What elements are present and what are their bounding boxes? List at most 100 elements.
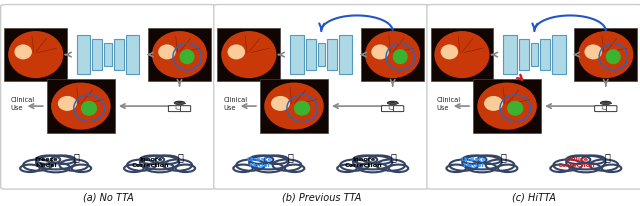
Text: 🙂: 🙂 xyxy=(500,153,506,163)
Text: Ignore
Correction: Ignore Correction xyxy=(345,157,383,168)
Ellipse shape xyxy=(155,156,179,164)
Ellipse shape xyxy=(8,31,63,78)
Ellipse shape xyxy=(358,163,387,172)
Ellipse shape xyxy=(449,159,478,171)
Ellipse shape xyxy=(393,49,408,64)
Ellipse shape xyxy=(236,159,265,171)
Ellipse shape xyxy=(81,101,97,116)
Ellipse shape xyxy=(23,159,52,171)
Text: Freeze
Model: Freeze Model xyxy=(35,157,58,168)
Ellipse shape xyxy=(127,159,156,171)
Text: 🙁: 🙁 xyxy=(74,153,80,163)
Wedge shape xyxy=(600,101,611,103)
Ellipse shape xyxy=(36,156,60,164)
Text: 🙂: 🙂 xyxy=(604,153,610,163)
Ellipse shape xyxy=(601,102,604,103)
Ellipse shape xyxy=(484,96,503,111)
Ellipse shape xyxy=(353,156,377,164)
Text: Update
Model: Update Model xyxy=(247,157,273,168)
Ellipse shape xyxy=(600,101,611,105)
Text: (b) Previous TTA: (b) Previous TTA xyxy=(282,193,361,203)
Ellipse shape xyxy=(607,102,611,103)
Ellipse shape xyxy=(36,156,76,169)
Ellipse shape xyxy=(72,165,91,172)
FancyBboxPatch shape xyxy=(327,39,337,70)
Ellipse shape xyxy=(140,156,164,164)
FancyBboxPatch shape xyxy=(381,106,404,112)
Ellipse shape xyxy=(145,163,174,172)
Ellipse shape xyxy=(249,156,273,164)
Ellipse shape xyxy=(462,156,502,169)
Ellipse shape xyxy=(337,165,357,172)
Text: Utilize
Correction: Utilize Correction xyxy=(558,157,596,168)
Ellipse shape xyxy=(572,163,600,172)
Ellipse shape xyxy=(228,44,245,59)
Ellipse shape xyxy=(388,102,391,103)
Ellipse shape xyxy=(578,31,634,78)
FancyBboxPatch shape xyxy=(339,35,353,74)
Ellipse shape xyxy=(365,31,420,78)
Ellipse shape xyxy=(175,102,178,103)
FancyBboxPatch shape xyxy=(531,43,538,66)
Ellipse shape xyxy=(140,156,179,169)
FancyBboxPatch shape xyxy=(595,106,617,112)
Ellipse shape xyxy=(589,159,618,171)
Ellipse shape xyxy=(181,102,184,103)
FancyBboxPatch shape xyxy=(575,28,637,81)
Text: (c) HiTTA: (c) HiTTA xyxy=(513,193,556,203)
Ellipse shape xyxy=(566,156,605,169)
Ellipse shape xyxy=(376,159,405,171)
Ellipse shape xyxy=(371,44,389,59)
Ellipse shape xyxy=(60,159,88,171)
Ellipse shape xyxy=(550,165,570,172)
FancyBboxPatch shape xyxy=(503,35,516,74)
Text: 🙁: 🙁 xyxy=(178,153,184,163)
FancyBboxPatch shape xyxy=(1,5,216,189)
Ellipse shape xyxy=(255,163,283,172)
Text: (a) No TTA: (a) No TTA xyxy=(83,193,134,203)
Ellipse shape xyxy=(221,31,276,78)
Ellipse shape xyxy=(507,101,524,116)
Ellipse shape xyxy=(174,101,185,105)
FancyBboxPatch shape xyxy=(317,43,325,66)
Ellipse shape xyxy=(124,165,144,172)
Wedge shape xyxy=(387,101,398,103)
Ellipse shape xyxy=(15,44,32,59)
Ellipse shape xyxy=(51,156,76,164)
FancyBboxPatch shape xyxy=(77,35,90,74)
FancyBboxPatch shape xyxy=(427,5,640,189)
Text: Clinical
Use: Clinical Use xyxy=(223,97,248,111)
Ellipse shape xyxy=(388,165,408,172)
Ellipse shape xyxy=(566,156,590,164)
Ellipse shape xyxy=(51,83,111,130)
Ellipse shape xyxy=(435,31,490,78)
Ellipse shape xyxy=(152,31,207,78)
Ellipse shape xyxy=(394,102,397,103)
FancyBboxPatch shape xyxy=(473,79,541,133)
FancyBboxPatch shape xyxy=(4,28,67,81)
Ellipse shape xyxy=(554,159,582,171)
FancyBboxPatch shape xyxy=(148,28,211,81)
Ellipse shape xyxy=(180,49,195,64)
FancyBboxPatch shape xyxy=(518,39,529,70)
FancyBboxPatch shape xyxy=(168,106,191,112)
Ellipse shape xyxy=(264,83,324,130)
Ellipse shape xyxy=(477,83,537,130)
Text: 🙁: 🙁 xyxy=(391,153,397,163)
Ellipse shape xyxy=(581,156,605,164)
FancyBboxPatch shape xyxy=(47,79,115,133)
Ellipse shape xyxy=(353,156,392,169)
FancyBboxPatch shape xyxy=(126,35,140,74)
Ellipse shape xyxy=(606,49,621,64)
Ellipse shape xyxy=(447,165,466,172)
FancyBboxPatch shape xyxy=(290,35,303,74)
Ellipse shape xyxy=(340,159,369,171)
Ellipse shape xyxy=(477,156,502,164)
FancyBboxPatch shape xyxy=(552,35,566,74)
Text: Clinical
Use: Clinical Use xyxy=(10,97,35,111)
Ellipse shape xyxy=(249,156,289,169)
Ellipse shape xyxy=(175,165,195,172)
FancyBboxPatch shape xyxy=(431,28,493,81)
Ellipse shape xyxy=(58,96,77,111)
Ellipse shape xyxy=(486,159,515,171)
